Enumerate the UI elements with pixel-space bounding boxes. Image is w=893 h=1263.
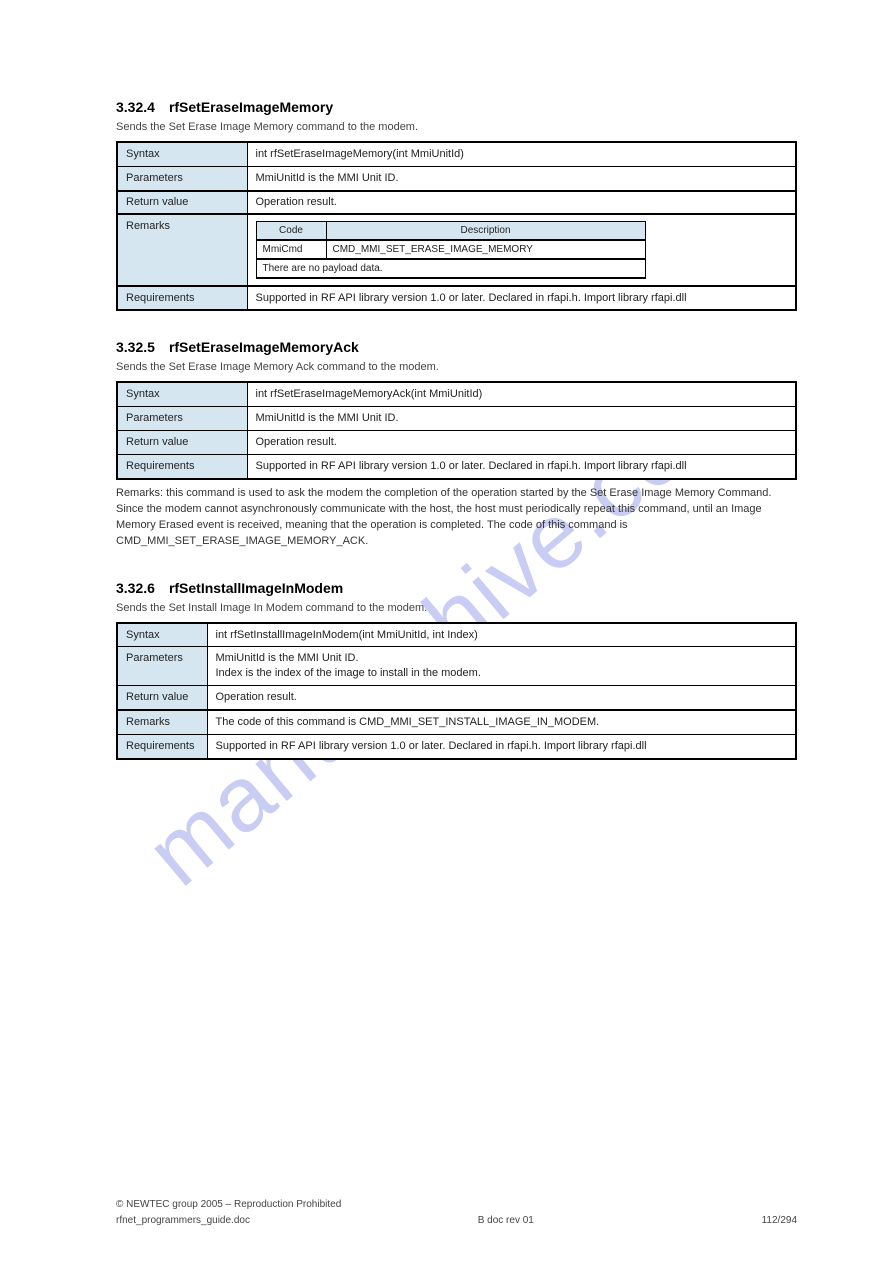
row-label: Syntax	[117, 623, 207, 647]
table-rfSetInstallImageInModem: Syntax int rfSetInstallImageInModem(int …	[116, 622, 797, 760]
row-value: MmiUnitId is the MMI Unit ID.	[247, 407, 796, 431]
row-value: Supported in RF API library version 1.0 …	[247, 454, 796, 478]
remarks-paragraph: Remarks: this command is used to ask the…	[116, 486, 797, 550]
section-header-3: 3.32.6 rfSetInstallImageInModem	[116, 580, 797, 596]
row-label: Syntax	[117, 142, 247, 166]
section-title: rfSetInstallImageInModem	[169, 580, 343, 596]
footer-copyright: © NEWTEC group 2005 – Reproduction Prohi…	[116, 1198, 797, 1211]
row-value: Operation result.	[247, 191, 796, 214]
row-value: int rfSetEraseImageMemory(int MmiUnitId)	[247, 142, 796, 166]
row-label: Remarks	[117, 214, 247, 286]
row-value-nested: Code Description MmiCmd CMD_MMI_SET_ERAS…	[247, 214, 796, 286]
page-footer: © NEWTEC group 2005 – Reproduction Prohi…	[116, 1198, 797, 1227]
row-label: Parameters	[117, 166, 247, 190]
footer-revision: B doc rev 01	[478, 1214, 534, 1227]
row-label: Remarks	[117, 710, 207, 734]
section-title: rfSetEraseImageMemory	[169, 99, 333, 115]
param-line: Index is the index of the image to insta…	[216, 667, 481, 679]
row-label: Parameters	[117, 407, 247, 431]
section-subtitle: Sends the Set Erase Image Memory command…	[116, 121, 797, 133]
footer-filename: rfnet_programmers_guide.doc	[116, 1214, 250, 1227]
row-value: MmiUnitId is the MMI Unit ID.	[247, 166, 796, 190]
row-label: Parameters	[117, 647, 207, 686]
section-header-1: 3.32.4 rfSetEraseImageMemory	[116, 99, 797, 115]
section-number: 3.32.5	[116, 339, 155, 355]
row-label: Requirements	[117, 286, 247, 311]
section-number: 3.32.6	[116, 580, 155, 596]
section-subtitle: Sends the Set Erase Image Memory Ack com…	[116, 361, 797, 373]
section-title: rfSetEraseImageMemoryAck	[169, 339, 359, 355]
row-value: int rfSetInstallImageInModem(int MmiUnit…	[207, 623, 796, 647]
row-label: Requirements	[117, 734, 207, 758]
nested-cell: MmiCmd	[256, 240, 326, 259]
row-label: Return value	[117, 191, 247, 214]
row-value: MmiUnitId is the MMI Unit ID. Index is t…	[207, 647, 796, 686]
row-label: Return value	[117, 686, 207, 710]
nested-cell: CMD_MMI_SET_ERASE_IMAGE_MEMORY	[326, 240, 645, 259]
param-line: MmiUnitId is the MMI Unit ID.	[216, 652, 359, 664]
nested-header: Code	[256, 221, 326, 240]
row-value: The code of this command is CMD_MMI_SET_…	[207, 710, 796, 734]
row-value: int rfSetEraseImageMemoryAck(int MmiUnit…	[247, 382, 796, 406]
table-rfSetEraseImageMemoryAck: Syntax int rfSetEraseImageMemoryAck(int …	[116, 381, 797, 479]
row-value: Operation result.	[247, 431, 796, 455]
table-rfSetEraseImageMemory: Syntax int rfSetEraseImageMemory(int Mmi…	[116, 141, 797, 311]
row-label: Return value	[117, 431, 247, 455]
page-content: 3.32.4 rfSetEraseImageMemory Sends the S…	[0, 0, 893, 800]
nested-cell: There are no payload data.	[256, 259, 645, 278]
section-number: 3.32.4	[116, 99, 155, 115]
nested-header: Description	[326, 221, 645, 240]
row-value: Supported in RF API library version 1.0 …	[247, 286, 796, 311]
row-value: Operation result.	[207, 686, 796, 710]
row-label: Requirements	[117, 454, 247, 478]
nested-table-remarks: Code Description MmiCmd CMD_MMI_SET_ERAS…	[256, 221, 646, 279]
section-header-2: 3.32.5 rfSetEraseImageMemoryAck	[116, 339, 797, 355]
footer-page-number: 112/294	[762, 1214, 797, 1227]
row-value: Supported in RF API library version 1.0 …	[207, 734, 796, 758]
row-label: Syntax	[117, 382, 247, 406]
section-subtitle: Sends the Set Install Image In Modem com…	[116, 602, 797, 614]
